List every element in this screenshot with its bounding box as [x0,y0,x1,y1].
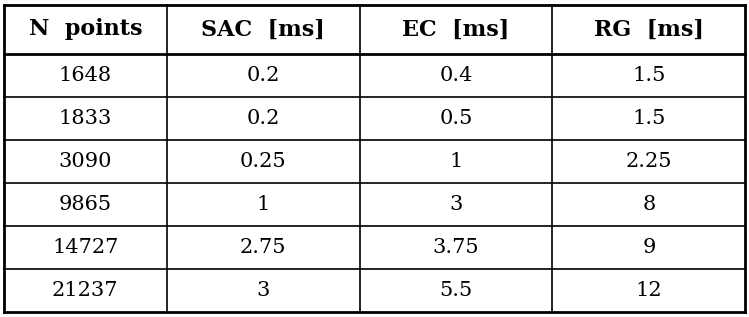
Text: EC  [ms]: EC [ms] [402,18,509,41]
Text: 8: 8 [642,195,655,214]
Text: 0.2: 0.2 [246,109,280,128]
Text: N  points: N points [28,18,142,41]
Text: 1.5: 1.5 [632,66,666,85]
Text: 14727: 14727 [52,238,118,257]
Text: 1833: 1833 [58,109,112,128]
Text: 2.75: 2.75 [240,238,287,257]
Text: 3: 3 [449,195,463,214]
Text: 3090: 3090 [58,152,112,171]
Text: 9865: 9865 [58,195,112,214]
Text: 12: 12 [636,281,662,300]
Text: 0.25: 0.25 [240,152,287,171]
Text: 1: 1 [257,195,270,214]
Text: 3.75: 3.75 [433,238,479,257]
Text: 0.5: 0.5 [440,109,473,128]
Text: RG  [ms]: RG [ms] [594,18,704,41]
Text: 2.25: 2.25 [625,152,672,171]
Text: 5.5: 5.5 [440,281,473,300]
Text: 1: 1 [449,152,463,171]
Text: 9: 9 [642,238,655,257]
Text: 1648: 1648 [58,66,112,85]
Text: 0.2: 0.2 [246,66,280,85]
Text: 3: 3 [257,281,270,300]
Text: 21237: 21237 [52,281,118,300]
Text: 1.5: 1.5 [632,109,666,128]
Text: SAC  [ms]: SAC [ms] [201,18,325,41]
Text: 0.4: 0.4 [440,66,473,85]
